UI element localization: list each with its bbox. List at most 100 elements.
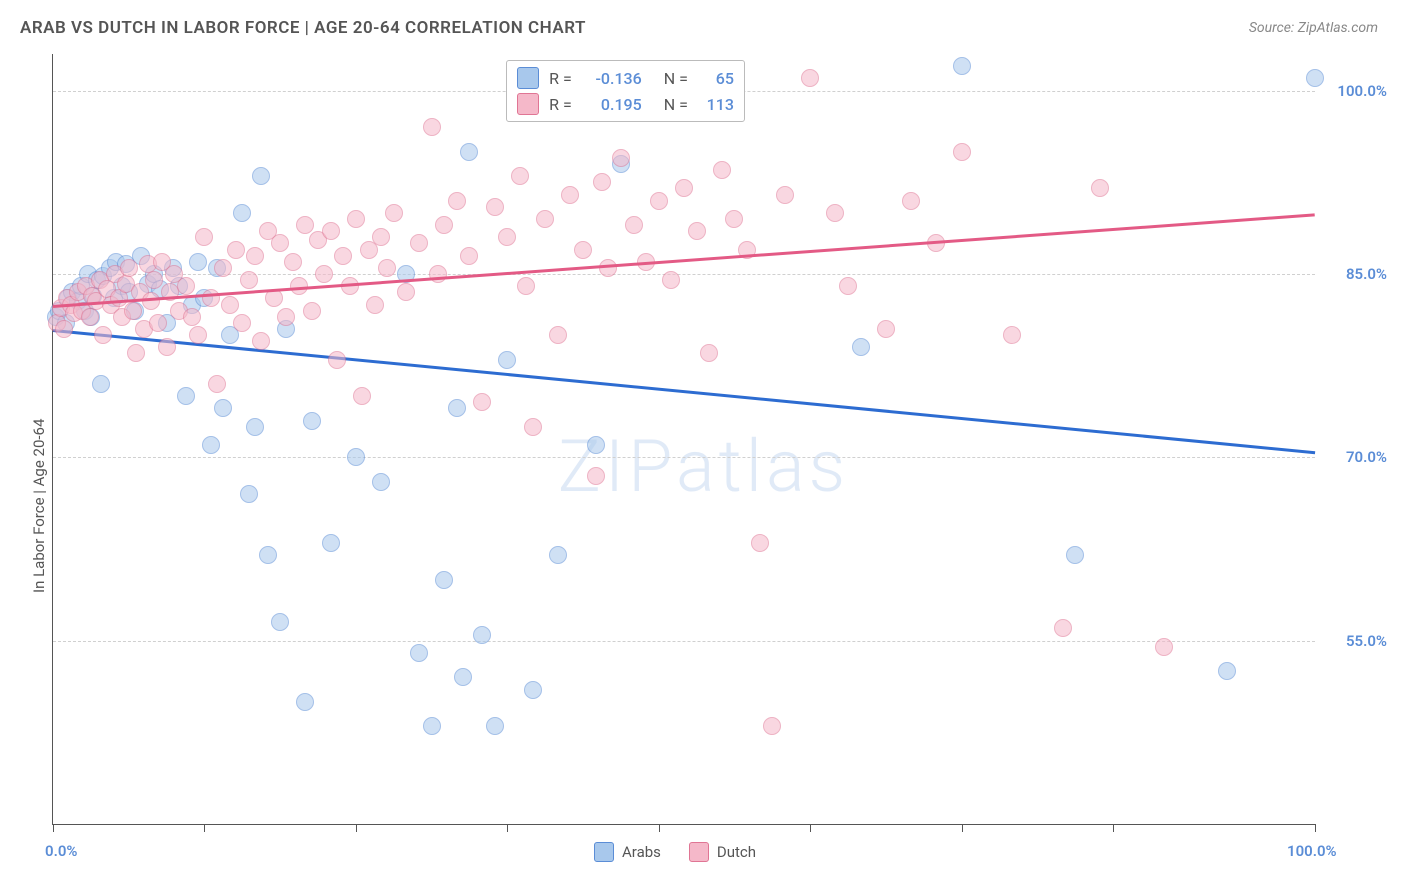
stats-n-label: N = [664,95,688,114]
scatter-point [227,241,245,259]
x-tick [507,824,508,832]
scatter-point [429,265,447,283]
y-tick-label: 55.0% [1346,632,1387,650]
scatter-point [473,393,491,411]
scatter-point [189,326,207,344]
scatter-point [410,644,428,662]
scatter-point [435,216,453,234]
scatter-point [473,626,491,644]
scatter-point [233,204,251,222]
stats-n-label: N = [664,69,688,88]
scatter-point [271,234,289,252]
scatter-point [334,247,352,265]
y-tick-label: 85.0% [1346,265,1387,283]
scatter-point [423,118,441,136]
gridline [53,457,1315,458]
gridline [53,641,1315,642]
scatter-point [202,436,220,454]
scatter-point [347,448,365,466]
legend-item: Dutch [689,842,756,862]
x-tick [204,824,205,832]
scatter-point [240,271,258,289]
scatter-point [587,467,605,485]
stats-r-label: R = [549,95,572,114]
scatter-point [498,351,516,369]
stats-n-value: 65 [698,69,734,88]
y-tick-label: 100.0% [1337,82,1387,100]
scatter-point [189,253,207,271]
series-swatch [517,93,539,115]
watermark: ZIPatlas [558,424,849,509]
scatter-point [662,271,680,289]
scatter-point [688,222,706,240]
legend: Arabs Dutch [594,842,756,862]
scatter-point [221,296,239,314]
scatter-point [599,259,617,277]
scatter-point [517,277,535,295]
scatter-point [92,375,110,393]
scatter-point [372,228,390,246]
scatter-point [498,228,516,246]
x-tick [1315,824,1316,832]
stats-row: R = 0.195 N = 113 [517,91,734,117]
trend-line [53,213,1315,307]
scatter-point [252,167,270,185]
scatter-point [124,302,142,320]
scatter-point [953,143,971,161]
scatter-point [448,192,466,210]
scatter-point [315,265,333,283]
scatter-point [177,387,195,405]
scatter-point [366,296,384,314]
scatter-point [277,308,295,326]
scatter-point [713,161,731,179]
scatter-point [208,375,226,393]
scatter-point [536,210,554,228]
scatter-point [145,271,163,289]
scatter-point [1054,619,1072,637]
legend-swatch [689,842,709,862]
scatter-point [549,326,567,344]
scatter-point [763,717,781,735]
scatter-point [1306,69,1324,87]
scatter-point [625,216,643,234]
scatter-point [240,485,258,503]
scatter-point [322,534,340,552]
stats-r-value: 0.195 [582,95,642,114]
scatter-point [195,228,213,246]
legend-label: Arabs [622,843,661,861]
scatter-point [826,204,844,222]
stats-box: R =-0.136N =65R =0.195N =113 [506,60,745,122]
stats-n-value: 113 [698,95,734,114]
scatter-point [435,571,453,589]
scatter-point [353,387,371,405]
chart-title: ARAB VS DUTCH IN LABOR FORCE | AGE 20-64… [20,18,586,38]
scatter-point [486,717,504,735]
legend-swatch [594,842,614,862]
source-label: Source: ZipAtlas.com [1249,20,1378,36]
scatter-point [120,259,138,277]
scatter-point [953,57,971,75]
scatter-point [214,259,232,277]
trend-line [53,329,1315,454]
scatter-point [877,320,895,338]
scatter-point [561,186,579,204]
stats-r-label: R = [549,69,572,88]
stats-row: R =-0.136N =65 [517,65,734,91]
series-swatch [517,67,539,89]
scatter-point [1091,179,1109,197]
scatter-point [524,681,542,699]
scatter-point [549,546,567,564]
scatter-point [593,173,611,191]
scatter-point [149,314,167,332]
scatter-point [852,338,870,356]
scatter-point [252,332,270,350]
x-tick [659,824,660,832]
scatter-point [1218,662,1236,680]
scatter-point [322,222,340,240]
scatter-point [801,69,819,87]
scatter-point [454,668,472,686]
scatter-point [296,693,314,711]
scatter-point [460,143,478,161]
chart-plot-area: ZIPatlas 55.0%70.0%85.0%100.0%0.0%100.0%… [52,54,1315,825]
scatter-point [839,277,857,295]
